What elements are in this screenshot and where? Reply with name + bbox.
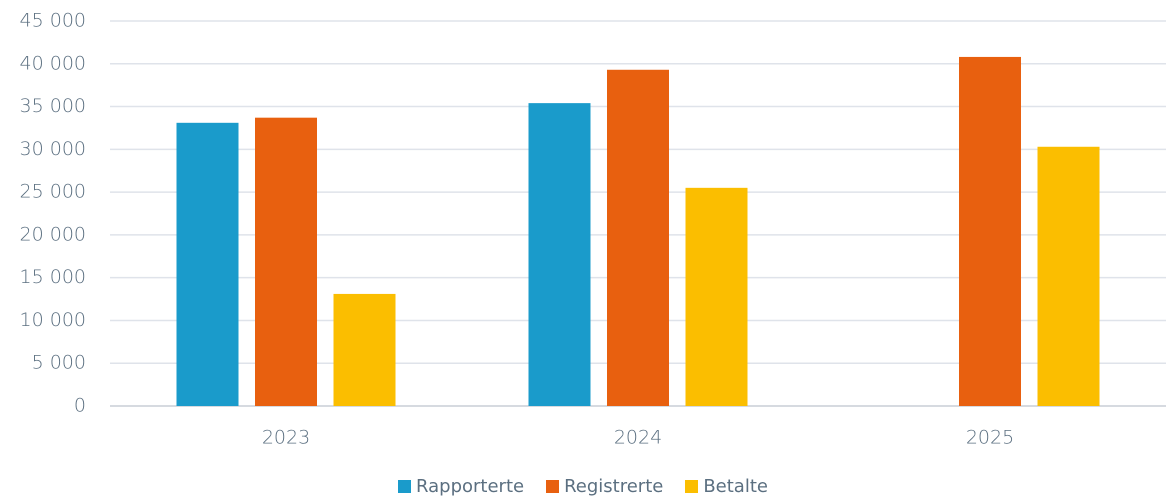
- bar: [528, 103, 591, 406]
- y-tick-label: 30 000: [20, 138, 86, 160]
- legend-item: Registrerte: [546, 476, 663, 497]
- y-tick-label: 10 000: [20, 309, 86, 331]
- legend: Rapporterte Registrerte Betalte: [0, 476, 1166, 497]
- x-tick-label: 2023: [262, 427, 310, 449]
- bar: [959, 56, 1021, 406]
- y-tick-label: 40 000: [20, 52, 86, 74]
- x-tick-label: 2025: [966, 427, 1014, 449]
- y-tick-label: 5 000: [32, 352, 86, 374]
- legend-item: Rapporterte: [398, 476, 524, 497]
- legend-swatch: [685, 480, 699, 493]
- bar: [333, 293, 396, 406]
- bar: [607, 69, 669, 407]
- y-tick-label: 25 000: [20, 181, 86, 203]
- legend-label: Betalte: [703, 476, 768, 497]
- x-tick-label: 2024: [614, 427, 662, 449]
- bar: [255, 117, 317, 406]
- legend-swatch: [398, 480, 411, 493]
- y-tick-label: 20 000: [20, 223, 86, 245]
- chart: 0 5 000 10 000 15 000 20 000 25 000 30 000 35 0…: [20, 10, 1166, 449]
- legend-swatch: [546, 480, 560, 493]
- bar: [1037, 146, 1100, 406]
- legend-item: Betalte: [685, 476, 768, 497]
- bar: [685, 187, 748, 406]
- legend-label: Registrerte: [564, 476, 664, 497]
- legend-label: Rapporterte: [416, 476, 525, 497]
- y-tick-label: 0: [74, 395, 86, 417]
- y-tick-label: 45 000: [20, 10, 86, 32]
- y-tick-label: 35 000: [20, 95, 86, 117]
- y-tick-label: 15 000: [20, 266, 86, 288]
- bar: [176, 122, 239, 407]
